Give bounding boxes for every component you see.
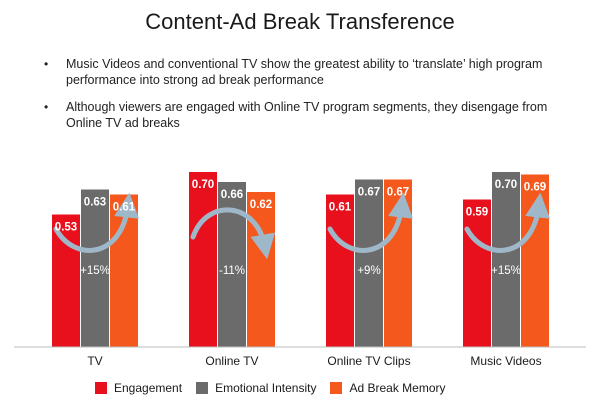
value-label-tv-ad-break-memory: 0.61 — [113, 202, 136, 214]
value-label-online-tv-clips-emotional-intensity: 0.67 — [358, 187, 380, 199]
change-label-online-tv-clips: +9% — [357, 265, 380, 277]
value-label-tv-engagement: 0.53 — [55, 222, 77, 234]
legend-swatch-engagement — [95, 382, 107, 394]
chart-legend: Engagement Emotional Intensity Ad Break … — [95, 381, 445, 395]
bars-group — [52, 172, 549, 347]
category-label-online-tv: Online TV — [205, 354, 258, 368]
value-label-online-tv-ad-break-memory: 0.62 — [250, 199, 272, 211]
transference-arrow-music-videos — [464, 192, 551, 253]
bullet-list: Music Videos and conventional TV show th… — [44, 56, 564, 142]
bar-online-tv-ad-break-memory — [247, 192, 275, 347]
bar-online-tv-engagement — [189, 172, 217, 347]
value-label-tv-emotional-intensity: 0.63 — [84, 197, 106, 209]
bar-music-videos-emotional-intensity — [492, 172, 520, 347]
value-label-online-tv-emotional-intensity: 0.66 — [221, 189, 243, 201]
arrows-group — [53, 192, 551, 260]
legend-item-engagement: Engagement — [95, 381, 182, 395]
bar-online-tv-clips-emotional-intensity — [355, 179, 383, 347]
bar-tv-engagement — [52, 214, 80, 347]
bar-tv-emotional-intensity — [81, 189, 109, 347]
bar-online-tv-clips-engagement — [326, 194, 354, 347]
bar-online-tv-clips-ad-break-memory — [384, 179, 412, 347]
chart-title: Content-Ad Break Transference — [145, 9, 455, 34]
legend-swatch-ad-break-memory — [330, 382, 343, 394]
category-label-music-videos: Music Videos — [470, 354, 541, 368]
legend-swatch-emotional-intensity — [196, 382, 209, 394]
value-label-online-tv-clips-ad-break-memory: 0.67 — [387, 187, 409, 199]
change-label-music-videos: +15% — [491, 265, 521, 277]
value-label-online-tv-engagement: 0.70 — [192, 179, 214, 191]
value-label-music-videos-ad-break-memory: 0.69 — [524, 182, 546, 194]
category-label-online-tv-clips: Online TV Clips — [327, 354, 410, 368]
bullet-item-2: Although viewers are engaged with Online… — [44, 99, 564, 131]
labels-group: 0.53 0.63 0.61 +15% TV 0.70 0.66 0.62 -11% Online… — [55, 179, 546, 368]
value-label-music-videos-engagement: 0.59 — [466, 207, 488, 219]
bullet-item-1: Music Videos and conventional TV show th… — [44, 56, 564, 88]
legend-item-ad-break-memory: Ad Break Memory — [330, 381, 445, 395]
change-label-online-tv: -11% — [219, 265, 245, 277]
legend-label-ad-break-memory: Ad Break Memory — [349, 381, 446, 395]
transference-arrow-online-tv — [190, 207, 276, 260]
change-label-tv: +15% — [80, 265, 110, 277]
value-label-online-tv-clips-engagement: 0.61 — [329, 202, 352, 214]
value-label-music-videos-emotional-intensity: 0.70 — [495, 179, 517, 191]
transference-arrow-online-tv-clips — [327, 192, 414, 253]
category-label-tv: TV — [87, 354, 102, 368]
legend-label-emotional-intensity: Emotional Intensity — [215, 381, 317, 395]
bar-music-videos-ad-break-memory — [521, 174, 549, 347]
legend-item-emotional-intensity: Emotional Intensity — [196, 381, 316, 395]
bar-music-videos-engagement — [463, 199, 491, 347]
legend-label-engagement: Engagement — [114, 381, 183, 395]
transference-arrow-tv — [53, 192, 140, 253]
